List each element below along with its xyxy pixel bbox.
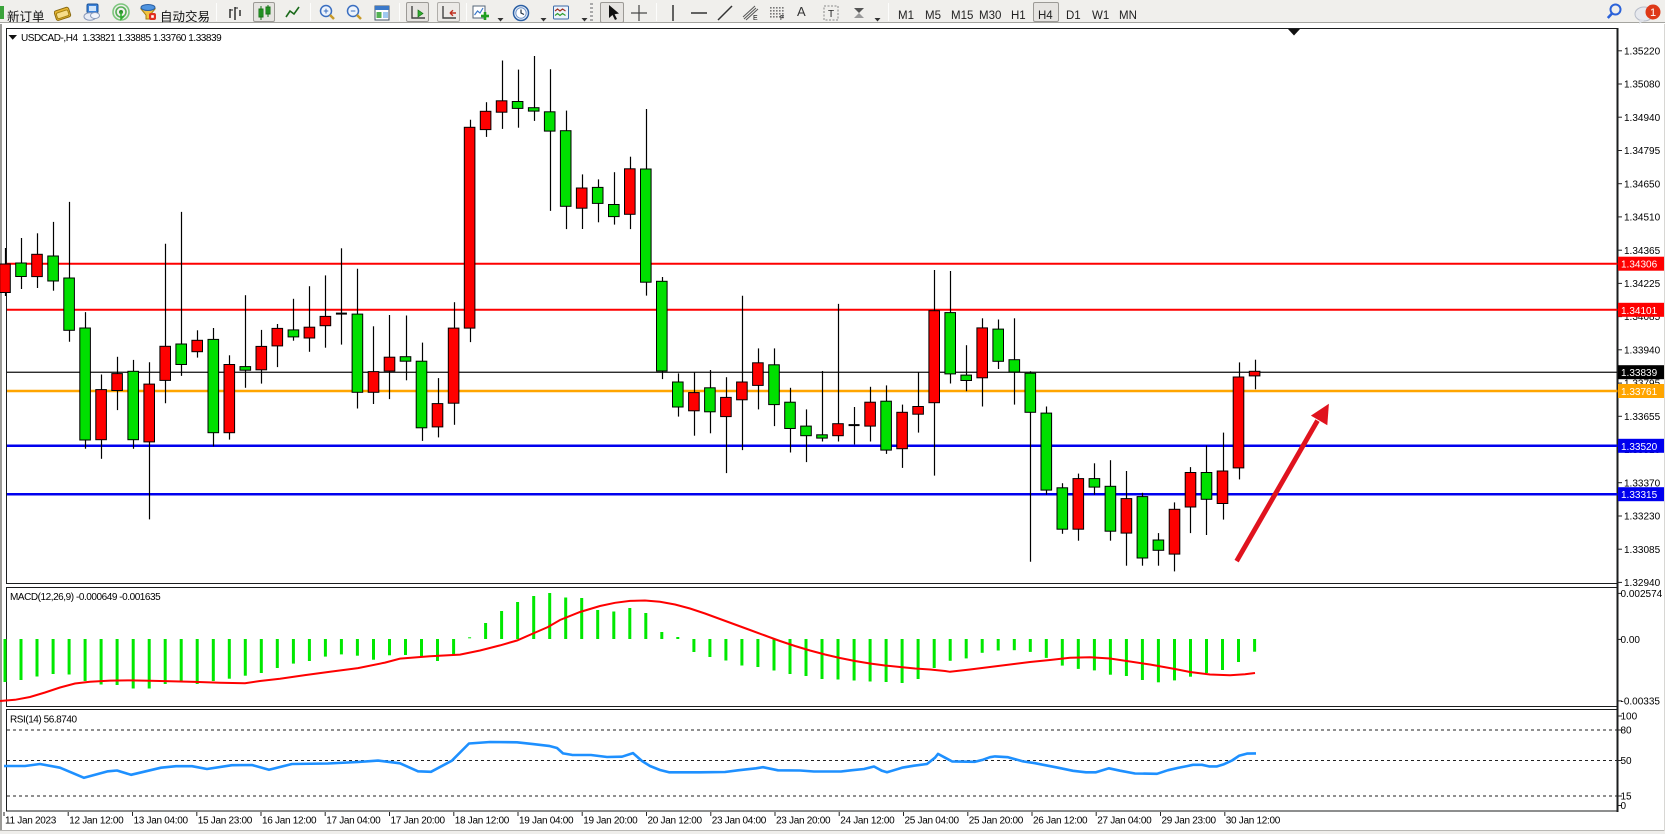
svg-text:25 Jan 04:00: 25 Jan 04:00 xyxy=(905,816,960,827)
svg-text:0.002574: 0.002574 xyxy=(1621,589,1663,600)
svg-text:MACD(12,26,9) -0.000649 -0.001: MACD(12,26,9) -0.000649 -0.001635 xyxy=(10,592,161,603)
svg-text:1.35080: 1.35080 xyxy=(1624,80,1661,91)
svg-text:1.34101: 1.34101 xyxy=(1621,306,1658,317)
svg-text:1.33370: 1.33370 xyxy=(1624,478,1661,489)
svg-text:20 Jan 12:00: 20 Jan 12:00 xyxy=(648,816,703,827)
svg-text:1.33761: 1.33761 xyxy=(1621,387,1658,398)
svg-text:16 Jan 12:00: 16 Jan 12:00 xyxy=(262,816,317,827)
svg-text:13 Jan 04:00: 13 Jan 04:00 xyxy=(134,816,189,827)
svg-text:23 Jan 04:00: 23 Jan 04:00 xyxy=(712,816,767,827)
svg-text:RSI(14) 56.8740: RSI(14) 56.8740 xyxy=(10,715,78,726)
svg-text:19 Jan 20:00: 19 Jan 20:00 xyxy=(583,816,638,827)
svg-text:1: 1 xyxy=(1650,7,1656,19)
svg-text:50: 50 xyxy=(1621,756,1633,767)
svg-text:0.00: 0.00 xyxy=(1621,635,1641,646)
svg-text:1.34650: 1.34650 xyxy=(1624,179,1661,190)
svg-text:23 Jan 20:00: 23 Jan 20:00 xyxy=(776,816,831,827)
svg-text:15 Jan 23:00: 15 Jan 23:00 xyxy=(198,816,253,827)
svg-text:USDCAD-,H4 1.33821 1.33885 1.: USDCAD-,H4 1.33821 1.33885 1.33760 1.338… xyxy=(21,33,222,44)
svg-text:12 Jan 12:00: 12 Jan 12:00 xyxy=(69,816,124,827)
svg-text:1.34795: 1.34795 xyxy=(1624,146,1661,157)
svg-text:1.33839: 1.33839 xyxy=(1621,368,1658,379)
svg-text:24 Jan 12:00: 24 Jan 12:00 xyxy=(840,816,895,827)
svg-text:1.34306: 1.34306 xyxy=(1621,260,1658,271)
svg-text:1.33940: 1.33940 xyxy=(1624,345,1661,356)
svg-text:1.35220: 1.35220 xyxy=(1624,46,1661,57)
svg-text:1.33085: 1.33085 xyxy=(1624,545,1661,556)
svg-text:E: E xyxy=(753,15,758,22)
svg-text:19 Jan 04:00: 19 Jan 04:00 xyxy=(519,816,574,827)
svg-text:−: − xyxy=(350,6,355,16)
svg-text:1.33655: 1.33655 xyxy=(1624,412,1661,423)
svg-text:17 Jan 20:00: 17 Jan 20:00 xyxy=(391,816,446,827)
svg-text:80: 80 xyxy=(1621,726,1633,737)
svg-text:0: 0 xyxy=(1621,801,1627,812)
svg-text:1.34510: 1.34510 xyxy=(1624,213,1661,224)
svg-text:1.33520: 1.33520 xyxy=(1621,442,1658,453)
svg-text:1.32940: 1.32940 xyxy=(1624,578,1661,589)
svg-text:17 Jan 04:00: 17 Jan 04:00 xyxy=(326,816,381,827)
svg-text:100: 100 xyxy=(1621,712,1638,723)
svg-text:26 Jan 12:00: 26 Jan 12:00 xyxy=(1033,816,1088,827)
svg-text:F: F xyxy=(780,15,784,22)
svg-text:18 Jan 12:00: 18 Jan 12:00 xyxy=(455,816,510,827)
svg-text:25 Jan 20:00: 25 Jan 20:00 xyxy=(969,816,1024,827)
svg-text:1.34940: 1.34940 xyxy=(1624,113,1661,124)
svg-text:1.34225: 1.34225 xyxy=(1624,279,1661,290)
svg-text:29 Jan 23:00: 29 Jan 23:00 xyxy=(1162,816,1217,827)
svg-text:30 Jan 12:00: 30 Jan 12:00 xyxy=(1226,816,1281,827)
svg-text:1.34365: 1.34365 xyxy=(1624,246,1661,257)
svg-text:11 Jan 2023: 11 Jan 2023 xyxy=(5,816,57,827)
svg-text:1.33230: 1.33230 xyxy=(1624,512,1661,523)
svg-text:15: 15 xyxy=(1621,792,1633,803)
svg-text:27 Jan 04:00: 27 Jan 04:00 xyxy=(1097,816,1152,827)
svg-text:1.33315: 1.33315 xyxy=(1621,490,1658,501)
svg-text:-0.00335: -0.00335 xyxy=(1621,697,1661,708)
svg-text:+: + xyxy=(323,6,328,16)
svg-text:T: T xyxy=(828,9,834,20)
svg-text:1.34085: 1.34085 xyxy=(1624,312,1661,323)
